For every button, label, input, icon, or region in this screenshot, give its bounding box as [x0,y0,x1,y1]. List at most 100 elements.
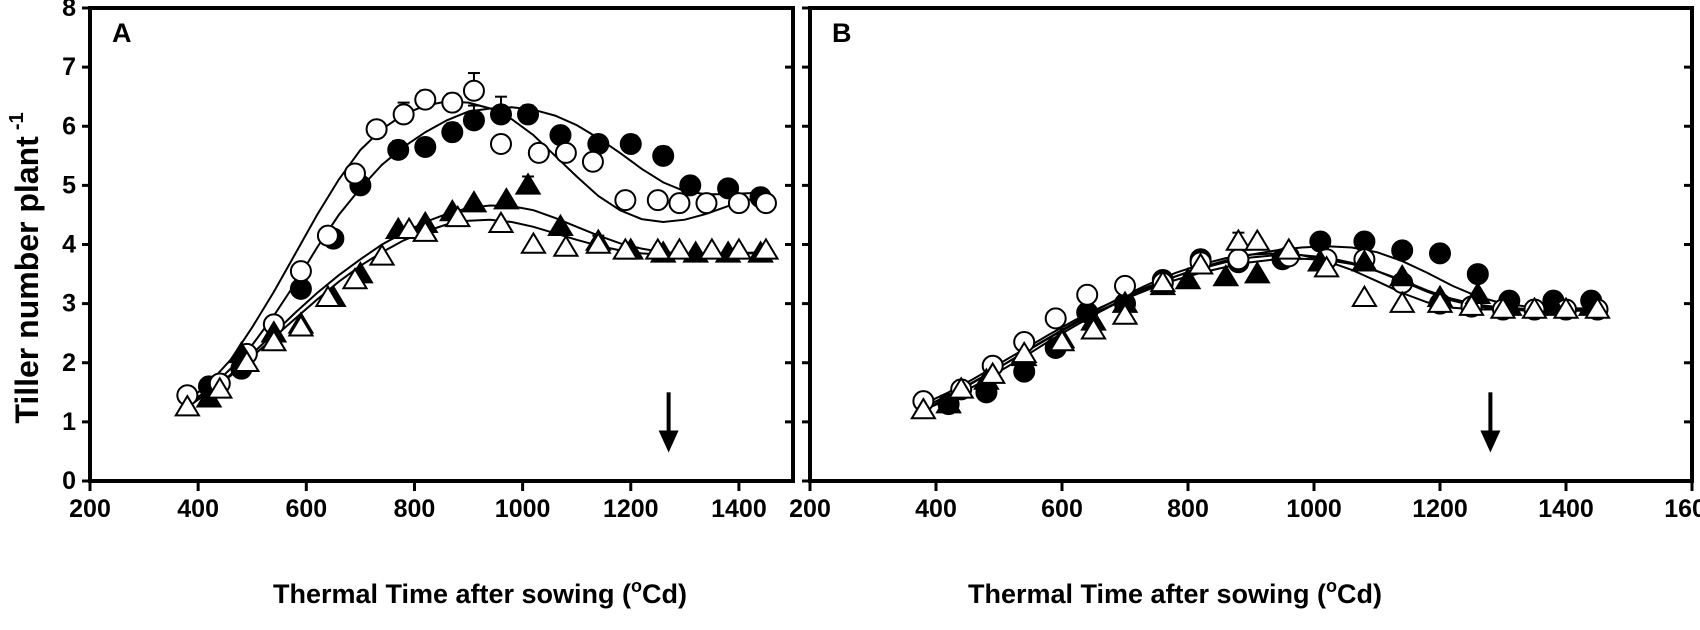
data-point-filled-triangle [1243,261,1271,284]
arrow-head [658,430,679,453]
data-point-open-triangle [1489,296,1517,319]
data-point-open-triangle [1313,255,1340,278]
y-tick-label: 2 [62,349,76,377]
data-point-open-circle [489,132,512,155]
data-point-open-triangle [552,234,580,257]
data-point-open-triangle [1552,296,1580,319]
data-point-filled-triangle [514,172,542,195]
data-point-open-triangle [444,204,472,228]
x-tick-label: 800 [394,495,436,523]
y-tick-label: 6 [62,112,76,140]
x-tick-label: 400 [915,495,957,523]
data-point-filled-circle [652,144,675,167]
data-point-filled-triangle [460,190,488,213]
x-axis-title-suffix: Cd) [1337,579,1382,609]
data-point-open-triangle [1243,228,1271,251]
data-point-open-triangle [752,237,780,260]
data-point-open-triangle [1388,290,1416,313]
data-point-open-triangle [233,349,261,372]
data-point-open-triangle [1275,237,1303,260]
data-point-open-triangle [947,376,975,399]
data-point-open-triangle [612,237,639,260]
data-point-open-triangle [910,397,937,420]
data-point-open-triangle [368,243,396,266]
data-point-open-circle [1227,248,1250,271]
data-point-open-triangle [1426,290,1454,313]
y-tick-label: 1 [62,408,76,436]
data-point-filled-triangle [1388,264,1416,287]
x-tick-label: 400 [177,495,219,523]
x-tick-label: 1200 [603,495,659,523]
x-axis-title-suffix: Cd) [642,579,687,609]
data-point-open-triangle [1048,329,1076,352]
panel-a-x-axis-title: Thermal Time after sowing (oCd) [273,576,687,609]
data-point-open-circle [668,192,691,215]
data-point-filled-circle [619,132,642,155]
data-point-open-triangle [260,329,288,352]
y-axis-title-text: Tiller number plant [9,136,45,424]
data-point-filled-circle [1429,242,1451,265]
data-point-filled-triangle [547,213,574,237]
data-point-filled-circle [679,174,702,197]
data-point-open-triangle [1521,296,1548,319]
y-tick-label: 5 [62,171,76,199]
data-point-filled-circle [462,109,485,132]
data-point-filled-circle [1466,263,1489,286]
data-point-open-circle [343,162,366,185]
x-axis-title-prefix: Thermal Time after sowing ( [273,579,631,609]
data-point-filled-triangle [1212,264,1240,287]
data-point-open-triangle [1225,228,1252,251]
x-tick-label: 200 [69,495,111,523]
data-point-filled-circle [414,135,437,158]
data-point-open-triangle [395,216,423,239]
data-point-open-triangle [725,237,753,260]
y-tick-label: 7 [62,53,76,81]
x-tick-label: 1400 [1538,495,1594,523]
x-tick-label: 200 [789,495,831,523]
data-point-open-triangle [341,267,369,290]
data-point-open-circle [695,192,718,215]
fit-curve-filled-circle [186,106,767,405]
data-point-open-circle [462,79,485,102]
x-tick-label: 1600 [1664,495,1700,523]
x-tick-label: 1000 [1286,495,1342,523]
data-point-open-triangle [1010,340,1038,364]
data-point-open-triangle [487,210,515,234]
data-point-open-circle [527,141,550,164]
data-point-open-circle [754,192,777,215]
data-point-open-circle [646,189,669,212]
data-point-filled-circle [441,121,464,144]
data-point-open-circle [1076,283,1099,306]
data-point-filled-circle [717,177,740,200]
data-point-filled-circle [387,138,410,161]
data-point-filled-triangle [1174,267,1202,290]
data-point-open-triangle [585,231,612,254]
y-axis-title-superscript: -1 [6,112,28,130]
data-point-open-circle [441,91,464,114]
data-point-open-circle [614,189,637,212]
data-point-filled-circle [1391,239,1414,262]
data-point-open-circle [727,192,750,215]
data-point-open-triangle [666,237,693,260]
data-point-open-triangle [979,361,1007,384]
data-point-open-triangle [1080,317,1107,340]
y-axis-title: Tiller number plant -1 [6,112,45,423]
data-point-filled-circle [489,103,512,126]
data-point-open-triangle [1584,296,1611,319]
data-point-open-circle [289,260,312,283]
panel-b-x-axis-title: Thermal Time after sowing (oCd) [968,576,1382,609]
data-point-open-triangle [287,314,315,337]
data-point-filled-triangle [493,187,520,210]
data-point-filled-circle [517,103,540,126]
data-point-open-triangle [206,376,234,399]
x-tick-label: 800 [1167,495,1209,523]
data-point-filled-triangle [1351,249,1378,272]
x-axis-title-superscript: o [1326,576,1337,596]
data-point-open-triangle [174,394,201,417]
data-point-open-circle [365,118,388,141]
x-tick-label: 600 [285,495,327,523]
data-point-open-circle [554,141,577,164]
x-axis-title-superscript: o [631,576,642,596]
y-tick-label: 0 [62,467,76,495]
